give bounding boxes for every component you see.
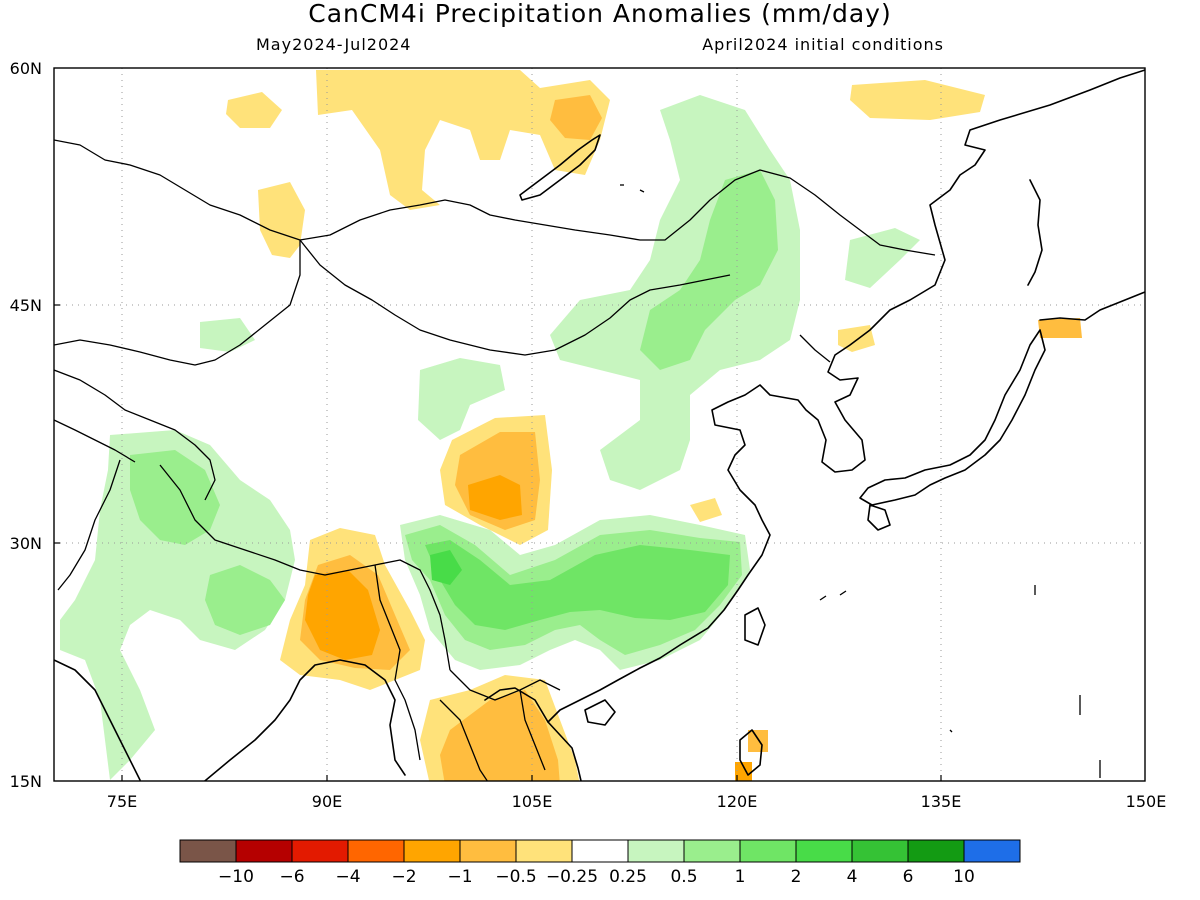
- border-myanmar: [374, 564, 561, 761]
- wet-anomaly-manchuria-core: [640, 170, 778, 370]
- colorbar-label: 6: [903, 867, 914, 887]
- map-frame: [53, 67, 1146, 782]
- dry-anomaly-central-china-max: [468, 475, 522, 520]
- coast-taiwan: [744, 607, 766, 646]
- lon-label-135e: 135E: [921, 792, 962, 811]
- dry-anomaly-taiwan: [748, 730, 768, 752]
- coast-kyushu: [867, 504, 891, 531]
- colorbar-swatch: [571, 839, 629, 863]
- island-speck: [639, 189, 645, 193]
- colorbar-swatch: [347, 839, 405, 863]
- lat-label-60n: 60N: [10, 59, 42, 78]
- anomaly-fields: [60, 70, 1082, 781]
- colorbar-label: −2: [391, 867, 416, 887]
- lon-label-75e: 75E: [107, 792, 137, 811]
- dry-anomaly-west-siberia: [226, 92, 282, 128]
- border-kazakhstan: [54, 240, 301, 366]
- colorbar-swatch: [907, 839, 965, 863]
- colorbar-label: −6: [279, 867, 304, 887]
- border-pakistan-india: [57, 459, 121, 591]
- lon-label-120e: 120E: [717, 792, 758, 811]
- dry-anomaly-northeast: [850, 80, 985, 120]
- axis-ticks: [54, 304, 942, 781]
- colorbar-label: 2: [791, 867, 802, 887]
- island-speck: [949, 729, 953, 733]
- wet-anomaly-qinghai: [418, 358, 505, 440]
- colorbar-label: −1: [447, 867, 472, 887]
- dry-anomaly-philippines: [735, 762, 752, 781]
- coast-philippines-north: [739, 729, 763, 776]
- forecast-period: May2024-Jul2024: [256, 35, 411, 54]
- coast-east-asia: [547, 69, 1145, 781]
- colorbar-swatch: [403, 839, 461, 863]
- colorbar-label: 0.5: [670, 867, 697, 887]
- border-central-asia: [54, 369, 216, 501]
- colorbar-swatch: [739, 839, 797, 863]
- dry-anomaly-korea: [838, 325, 875, 352]
- border-russia-south: [54, 139, 936, 256]
- colorbar-swatch: [795, 839, 853, 863]
- wet-anomaly-nepal: [205, 565, 285, 635]
- colorbar-label: −10: [218, 867, 254, 887]
- coast-sakhalin: [1027, 179, 1043, 286]
- small-islands: [620, 184, 1101, 778]
- colorbar-label: 4: [847, 867, 858, 887]
- colorbar-label: 0.25: [609, 867, 647, 887]
- lon-label-105e: 105E: [512, 792, 553, 811]
- colorbar-swatch: [515, 839, 573, 863]
- colorbar-label: −0.5: [495, 867, 536, 887]
- coast-japan: [859, 291, 1145, 506]
- island-speck: [839, 590, 847, 596]
- colorbar-swatch: [683, 839, 741, 863]
- colorbar-swatch: [851, 839, 909, 863]
- map-title: CanCM4i Precipitation Anomalies (mm/day): [308, 0, 891, 28]
- coast-gulf-of-tonkin: [484, 687, 549, 723]
- island-speck: [819, 595, 827, 601]
- colorbar-swatch: [291, 839, 349, 863]
- lat-label-30n: 30N: [10, 534, 42, 553]
- map-background: [54, 68, 1145, 781]
- dry-anomaly-bengal-max: [305, 570, 380, 660]
- wet-anomaly-south-china-max: [425, 540, 730, 630]
- colorbar-label: 10: [953, 867, 975, 887]
- colorbar-label: −0.25: [546, 867, 598, 887]
- lon-label-150e: 150E: [1126, 792, 1167, 811]
- lon-label-90e: 90E: [312, 792, 342, 811]
- colorbar: −10 −6 −4 −2 −1 −0.5 −0.25 0.25 0.5 1 2 4 6 10: [179, 839, 1021, 887]
- dry-anomaly-indochina-core: [440, 690, 560, 781]
- colorbar-swatch: [963, 839, 1021, 863]
- border-mongolia-china: [299, 239, 731, 356]
- wet-anomaly-yunnan-peak: [430, 550, 462, 585]
- colorbar-swatch: [179, 839, 237, 863]
- colorbar-label: −4: [335, 867, 360, 887]
- coast-bay-of-bengal: [54, 659, 406, 781]
- colorbar-swatch: [627, 839, 685, 863]
- coast-baikal: [519, 134, 601, 201]
- dry-anomaly-kazakh: [258, 182, 305, 258]
- colorbar-swatch: [459, 839, 517, 863]
- wet-anomaly-tibet: [60, 430, 295, 780]
- border-china-india: [159, 464, 451, 671]
- wet-anomaly-amur: [845, 228, 920, 288]
- lat-label-45n: 45N: [10, 296, 42, 315]
- country-borders: [54, 139, 936, 781]
- dry-anomaly-baikal: [550, 95, 602, 140]
- initial-conditions: April2024 initial conditions: [702, 35, 944, 54]
- lat-label-15n: 15N: [10, 772, 42, 791]
- coastlines: [54, 69, 1145, 781]
- colorbar-label: 1: [735, 867, 746, 887]
- border-korea: [799, 334, 831, 363]
- dry-anomaly-east-china: [690, 498, 722, 522]
- dry-anomaly-hokkaido: [1038, 318, 1082, 338]
- border-thailand-laos: [439, 689, 546, 781]
- map-panel: [54, 68, 1145, 781]
- wet-anomaly-tibet-core: [130, 450, 220, 545]
- coast-hainan: [584, 699, 616, 726]
- colorbar-swatch: [235, 839, 293, 863]
- dry-anomaly-siberia: [316, 70, 610, 210]
